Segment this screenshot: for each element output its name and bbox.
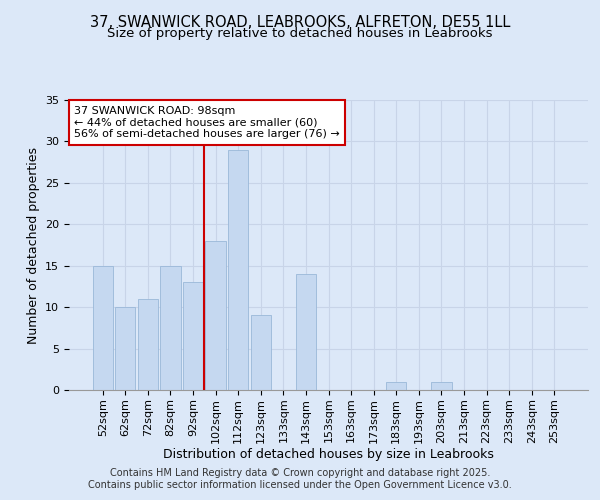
Bar xyxy=(431,382,452,390)
Y-axis label: Number of detached properties: Number of detached properties xyxy=(26,146,40,344)
Bar xyxy=(92,266,113,390)
Bar xyxy=(296,274,316,390)
Text: Contains HM Land Registry data © Crown copyright and database right 2025.: Contains HM Land Registry data © Crown c… xyxy=(110,468,490,477)
Bar xyxy=(115,307,136,390)
Text: 37, SWANWICK ROAD, LEABROOKS, ALFRETON, DE55 1LL: 37, SWANWICK ROAD, LEABROOKS, ALFRETON, … xyxy=(90,15,510,30)
Text: 37 SWANWICK ROAD: 98sqm
← 44% of detached houses are smaller (60)
56% of semi-de: 37 SWANWICK ROAD: 98sqm ← 44% of detache… xyxy=(74,106,340,139)
Text: Contains public sector information licensed under the Open Government Licence v3: Contains public sector information licen… xyxy=(88,480,512,490)
Text: Size of property relative to detached houses in Leabrooks: Size of property relative to detached ho… xyxy=(107,28,493,40)
Bar xyxy=(183,282,203,390)
Bar xyxy=(160,266,181,390)
Bar xyxy=(138,299,158,390)
Bar xyxy=(205,241,226,390)
X-axis label: Distribution of detached houses by size in Leabrooks: Distribution of detached houses by size … xyxy=(163,448,494,461)
Bar xyxy=(386,382,406,390)
Bar xyxy=(228,150,248,390)
Bar xyxy=(251,316,271,390)
